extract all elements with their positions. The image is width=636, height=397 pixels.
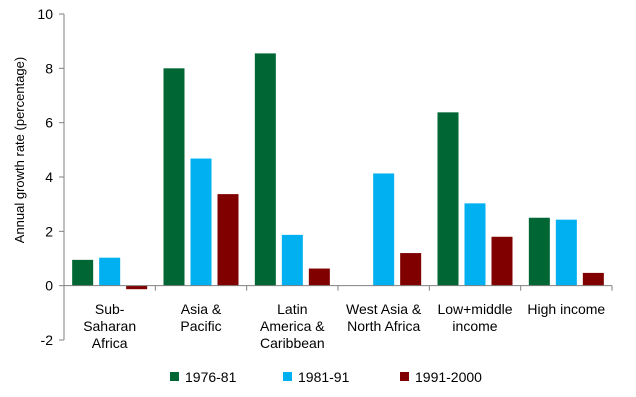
bar xyxy=(281,234,303,286)
category-label: Latin America & Caribbean xyxy=(260,301,325,351)
category-label: West Asia & North Africa xyxy=(346,301,422,334)
bar xyxy=(555,219,577,286)
bar xyxy=(308,268,330,286)
y-tick-label: 4 xyxy=(45,169,53,185)
bar xyxy=(491,236,513,286)
category-label: Low+middle income xyxy=(437,301,512,334)
bar xyxy=(126,285,148,290)
bar xyxy=(190,158,212,286)
category-label: Asia & Pacific xyxy=(180,301,222,334)
y-tick-label: 0 xyxy=(45,278,53,294)
bar xyxy=(217,194,239,286)
legend: 1976-81 1981-91 1991-2000 xyxy=(170,369,482,385)
bar xyxy=(437,112,459,286)
legend-swatch xyxy=(400,372,409,381)
y-axis-title: Annual growth rate (percentage) xyxy=(12,57,27,243)
bar xyxy=(582,272,604,286)
category-label: Sub-Saharan Africa xyxy=(83,301,136,351)
y-tick-label: 8 xyxy=(45,60,53,76)
bar xyxy=(163,68,185,286)
bar xyxy=(72,259,94,286)
bar xyxy=(99,257,121,286)
legend-label: 1981-91 xyxy=(298,369,350,385)
y-tick-label: 6 xyxy=(45,115,53,131)
category-label: High income xyxy=(527,301,605,317)
bar xyxy=(464,203,486,286)
bar xyxy=(254,53,276,286)
bar xyxy=(528,217,550,286)
legend-swatch xyxy=(170,372,179,381)
legend-label: 1991-2000 xyxy=(415,369,482,385)
y-tick-label: 2 xyxy=(45,223,53,239)
legend-swatch xyxy=(283,372,292,381)
legend-label: 1976-81 xyxy=(185,369,237,385)
bar xyxy=(400,253,422,286)
y-tick-label: 10 xyxy=(37,6,53,22)
bar xyxy=(373,173,395,286)
y-tick-label: -2 xyxy=(41,332,54,348)
